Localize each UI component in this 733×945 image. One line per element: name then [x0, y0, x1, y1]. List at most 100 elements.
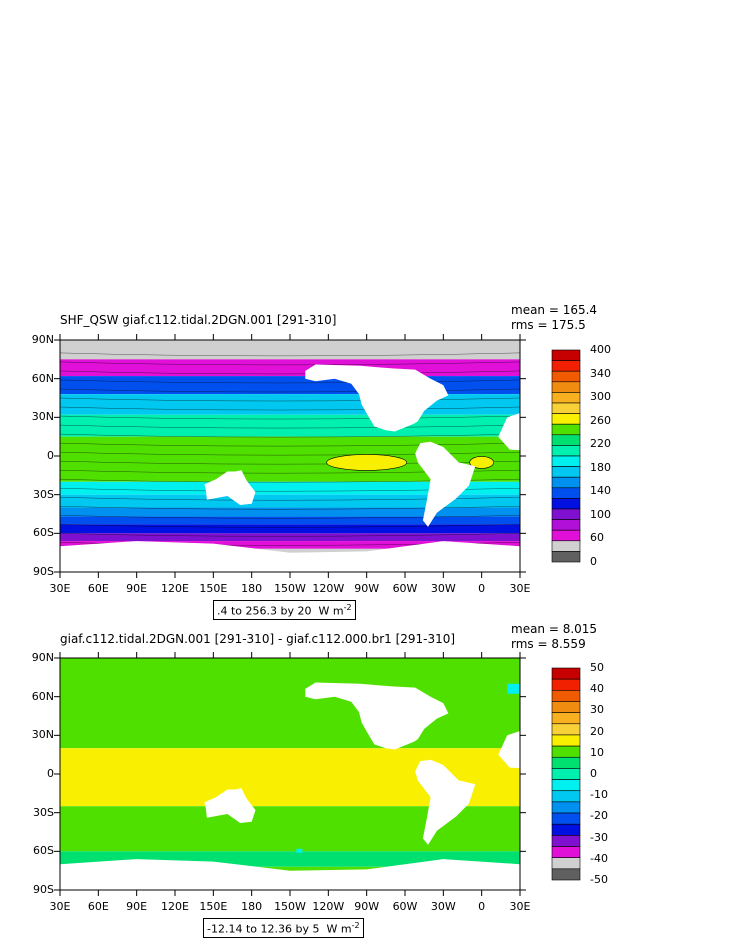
colorbar-swatch — [551, 519, 581, 531]
y-tick-label: 30N — [31, 728, 54, 742]
colorbar-label: 30 — [590, 703, 604, 717]
colorbar-swatch — [551, 349, 581, 361]
contour-line — [60, 442, 520, 447]
colorbar-label: 220 — [590, 437, 611, 451]
contour-line — [60, 370, 520, 375]
x-tick-label: 90E — [126, 900, 148, 913]
x-tick-label: 30E — [509, 582, 531, 595]
units-text-1: W m — [318, 604, 344, 618]
colorbar-swatch — [551, 466, 581, 478]
x-tick-label: 30E — [49, 900, 71, 913]
colorbar-label: 300 — [590, 390, 611, 404]
map-content-1 — [60, 340, 520, 572]
colorbar-swatch — [551, 756, 581, 769]
x-tick-label: 90W — [354, 582, 380, 595]
colorbar-swatch — [551, 370, 581, 383]
y-tick-label: 60N — [31, 371, 54, 385]
y-tick-label: 0 — [47, 767, 54, 780]
y-tick-label: 60S — [33, 526, 54, 540]
ocean-band-1-10 — [60, 524, 520, 534]
colorbar-label: 60 — [590, 531, 604, 545]
colorbar-swatch — [551, 455, 581, 467]
chart-title-1: SHF_QSW giaf.c112.tidal.2DGN.001 [291-31… — [60, 313, 337, 327]
ocean-band-1-4 — [60, 414, 520, 437]
colorbar-swatch — [551, 779, 581, 792]
landmass-1-1 — [305, 364, 449, 432]
colorbar-label: 140 — [590, 484, 611, 498]
ocean-band-1-11 — [60, 533, 520, 542]
colorbar-label: 0 — [590, 767, 597, 780]
contour-line — [60, 451, 520, 456]
y-tick-label: 90N — [31, 651, 54, 664]
y-tick-label: 60S — [33, 844, 54, 858]
cyan-patch — [507, 683, 520, 694]
colorbar-swatch — [551, 476, 581, 489]
y-tick-label: 30N — [31, 410, 54, 424]
chart-title-2: giaf.c112.tidal.2DGN.001 [291-310] - gia… — [60, 632, 456, 646]
colorbar-swatch — [551, 835, 581, 847]
rms-label-2: rms = 8.559 — [511, 637, 586, 651]
colorbar-swatch — [551, 360, 581, 372]
mean-label-2: mean = 8.015 — [511, 622, 598, 636]
colorbar-label: 180 — [590, 460, 611, 474]
colorbar-label: 40 — [590, 682, 604, 696]
colorbar-swatch — [551, 487, 581, 499]
colorbar-swatch — [551, 723, 581, 736]
colorbar-swatch — [551, 790, 581, 803]
colorbar-swatch — [551, 392, 581, 404]
colorbar-swatch — [551, 812, 581, 825]
range-box-1: .4 to 256.3 by 20 W m-2 — [213, 600, 356, 620]
contour-line — [60, 424, 520, 429]
colorbar-swatch — [551, 540, 581, 552]
colorbar-swatch — [551, 857, 581, 870]
colorbar-swatch — [551, 768, 581, 780]
ocean-band-1-8 — [60, 507, 520, 517]
colorbar-swatch — [551, 868, 581, 881]
colorbar-label: -10 — [590, 788, 608, 802]
x-tick-label: 180 — [241, 582, 263, 595]
max-patch — [469, 456, 494, 469]
colorbar-swatch — [551, 402, 581, 414]
x-tick-label: 90W — [354, 900, 380, 913]
landmass-2-1 — [305, 682, 449, 750]
colorbar-label: 340 — [590, 366, 611, 380]
x-tick-label: 30E — [49, 582, 71, 595]
colorbar-label: 260 — [590, 413, 611, 427]
contour-line — [60, 524, 520, 528]
colorbar-swatch — [551, 413, 581, 425]
y-tick-label: 30S — [33, 805, 54, 819]
x-tick-label: 120W — [312, 582, 345, 595]
contour-line — [60, 415, 520, 420]
contour-line — [60, 506, 520, 510]
y-tick-label: 60N — [31, 689, 54, 703]
x-tick-label: 30E — [509, 900, 531, 913]
colorbar-swatch — [551, 445, 581, 457]
ocean-band-1-7 — [60, 494, 520, 508]
max-patch — [326, 454, 407, 471]
x-tick-label: 90E — [126, 582, 148, 595]
landmass-1-0 — [204, 470, 256, 505]
colorbar-swatch — [551, 801, 581, 814]
x-tick-label: 60W — [392, 900, 418, 913]
landmass-1-5 — [60, 541, 520, 572]
colorbar-label: -30 — [590, 830, 608, 844]
x-tick-label: 150W — [274, 582, 306, 595]
y-tick-label: 90S — [33, 565, 54, 578]
contour-line — [60, 352, 520, 357]
landmass-2-2 — [415, 759, 476, 845]
colorbar-swatch — [551, 745, 581, 758]
range-text-1: .4 to 256.3 by 20 — [217, 604, 312, 618]
x-tick-label: 150E — [199, 900, 228, 913]
units-text-2: W m — [326, 922, 352, 936]
colorbar-swatch — [551, 434, 581, 446]
ocean-band-2-0 — [60, 658, 520, 749]
contour-line — [60, 433, 520, 438]
colorbar-label: 400 — [590, 343, 611, 356]
landmass-2-0 — [204, 788, 256, 823]
ocean-band-1-6 — [60, 481, 520, 495]
contour-line — [60, 515, 520, 519]
colorbar-swatch — [551, 551, 581, 563]
colorbar-label: -50 — [590, 873, 608, 886]
units-exp-2: -2 — [351, 921, 360, 930]
